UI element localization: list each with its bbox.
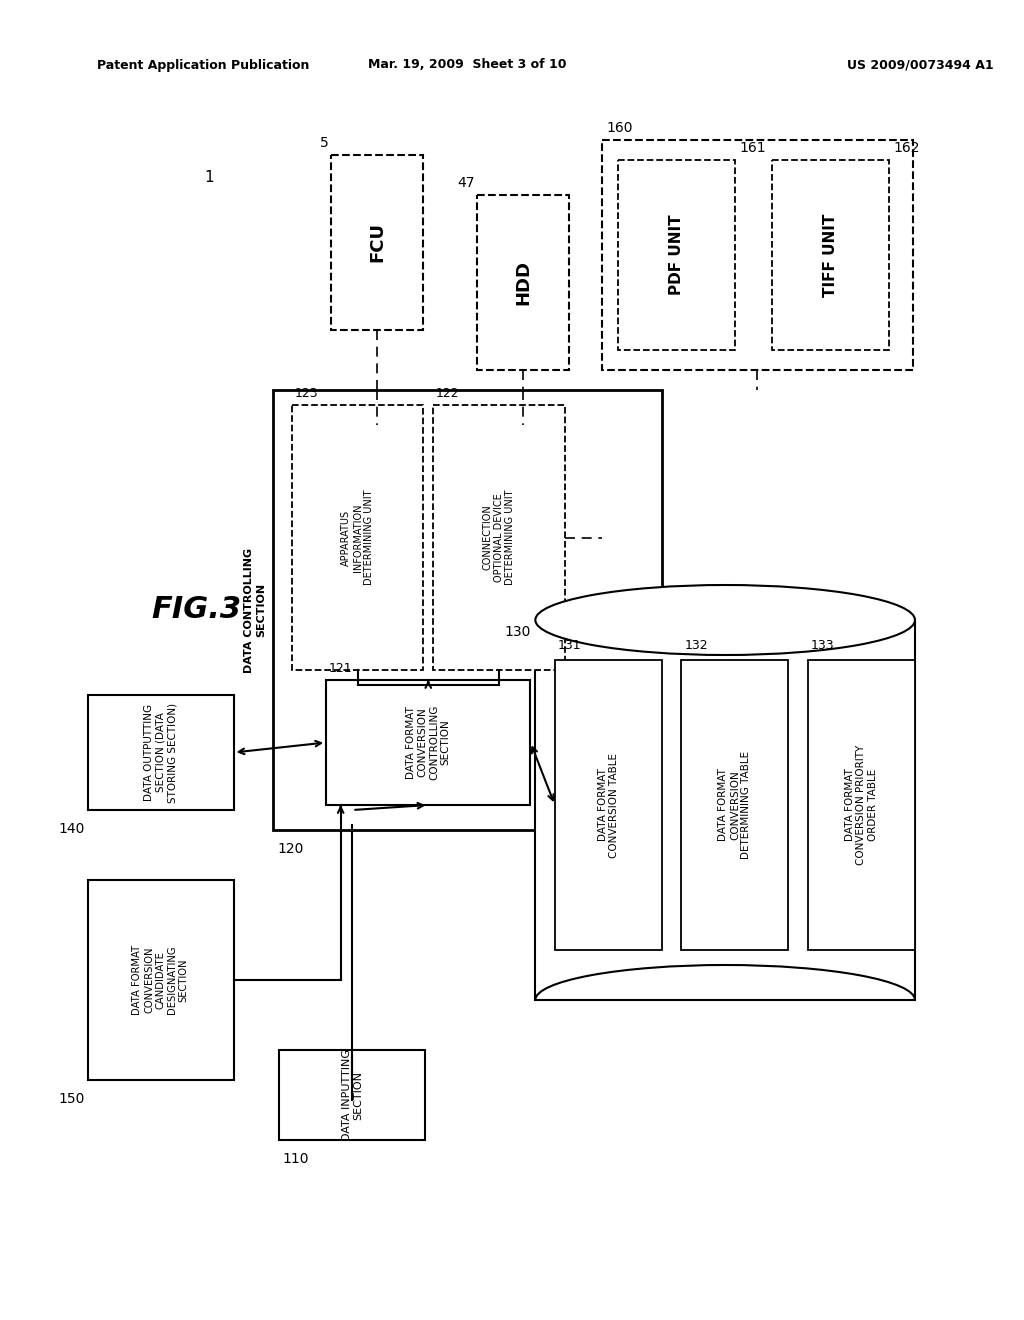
Text: DATA INPUTTING
SECTION: DATA INPUTTING SECTION	[342, 1049, 364, 1140]
Bar	[555, 660, 662, 950]
Bar	[331, 154, 423, 330]
Text: FCU: FCU	[369, 223, 386, 263]
Text: 130: 130	[504, 624, 530, 639]
Bar	[772, 160, 889, 350]
Text: 140: 140	[58, 822, 85, 836]
Bar	[618, 160, 735, 350]
Ellipse shape	[536, 585, 915, 655]
Text: 110: 110	[283, 1152, 309, 1166]
Text: Mar. 19, 2009  Sheet 3 of 10: Mar. 19, 2009 Sheet 3 of 10	[368, 58, 566, 71]
Text: US 2009/0073494 A1: US 2009/0073494 A1	[847, 58, 993, 71]
Text: HDD: HDD	[514, 260, 532, 305]
Bar	[477, 195, 569, 370]
Text: 160: 160	[606, 121, 633, 135]
Text: DATA FORMAT
CONVERSION TABLE: DATA FORMAT CONVERSION TABLE	[598, 752, 620, 858]
Text: APPARATUS
INFORMATION
DETERMINING UNIT: APPARATUS INFORMATION DETERMINING UNIT	[341, 490, 375, 585]
Text: 161: 161	[739, 141, 766, 154]
Text: 162: 162	[894, 141, 920, 154]
Text: 5: 5	[321, 136, 329, 150]
Bar	[808, 660, 915, 950]
Text: 150: 150	[58, 1092, 85, 1106]
Text: CONNECTION
OPTIONAL DEVICE
DETERMINING UNIT: CONNECTION OPTIONAL DEVICE DETERMINING U…	[482, 490, 515, 585]
Text: 133: 133	[811, 639, 835, 652]
Text: 120: 120	[278, 842, 304, 855]
Bar	[88, 880, 233, 1080]
Bar	[536, 620, 915, 1001]
Text: 47: 47	[458, 176, 475, 190]
Text: DATA FORMAT
CONVERSION
CANDIDATE
DESIGNATING
SECTION: DATA FORMAT CONVERSION CANDIDATE DESIGNA…	[132, 945, 188, 1015]
Bar	[601, 140, 913, 370]
Text: DATA FORMAT
CONVERSION
DETERMINING TABLE: DATA FORMAT CONVERSION DETERMINING TABLE	[718, 751, 752, 859]
Text: DATA CONTROLLING
SECTION: DATA CONTROLLING SECTION	[244, 548, 266, 673]
Text: PDF UNIT: PDF UNIT	[669, 215, 684, 296]
Text: DATA FORMAT
CONVERSION PRIORITY
ORDER TABLE: DATA FORMAT CONVERSION PRIORITY ORDER TA…	[845, 744, 878, 865]
Text: 1: 1	[205, 170, 214, 185]
Bar	[280, 1049, 425, 1140]
Text: 132: 132	[684, 639, 708, 652]
Bar	[433, 405, 564, 671]
Bar	[292, 405, 423, 671]
Text: 122: 122	[436, 387, 460, 400]
Bar	[681, 660, 788, 950]
Text: 121: 121	[329, 663, 352, 675]
Bar	[88, 696, 233, 810]
Bar	[326, 680, 530, 805]
Text: TIFF UNIT: TIFF UNIT	[822, 214, 838, 297]
Bar	[272, 389, 662, 830]
Text: Patent Application Publication: Patent Application Publication	[97, 58, 309, 71]
Text: 131: 131	[558, 639, 582, 652]
Text: DATA FORMAT
CONVERSION
CONTROLLING
SECTION: DATA FORMAT CONVERSION CONTROLLING SECTI…	[406, 705, 451, 780]
Text: DATA OUTPUTTING
SECTION (DATA
STORING SECTION): DATA OUTPUTTING SECTION (DATA STORING SE…	[144, 702, 177, 803]
Text: FIG.3: FIG.3	[151, 595, 241, 624]
Text: 123: 123	[295, 387, 318, 400]
